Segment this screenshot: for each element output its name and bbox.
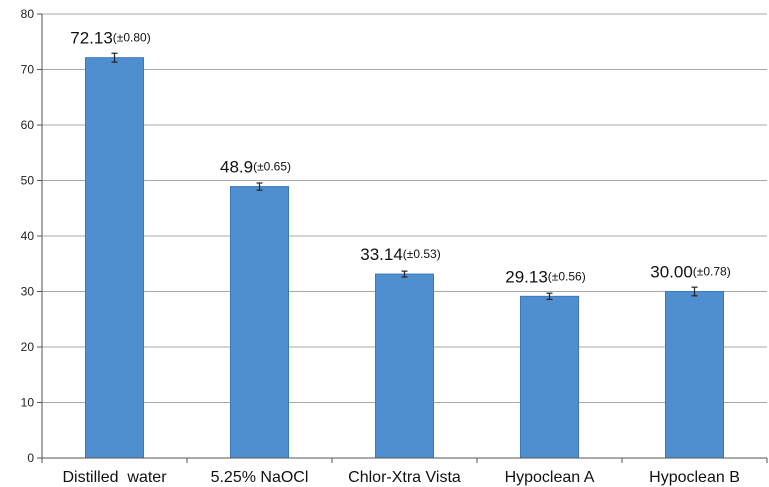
x-tick-label: Hypoclean B: [649, 469, 740, 486]
y-tick-label: 70: [21, 63, 35, 77]
data-label-value: 30.00: [650, 263, 693, 282]
bar: [85, 57, 144, 459]
y-tick-label: 0: [27, 451, 34, 465]
y-tick-label: 20: [21, 340, 35, 354]
y-tick-label: 30: [21, 285, 35, 299]
data-label-value: 72.13: [70, 29, 113, 48]
x-tick-label: 5.25% NaOCl: [211, 469, 309, 486]
data-label: 33.14(±0.53): [360, 245, 440, 264]
y-tick-label: 10: [21, 396, 35, 410]
y-tick-label: 40: [21, 229, 35, 243]
bar: [375, 273, 434, 459]
y-tick-label: 80: [21, 7, 35, 21]
data-label-value: 48.9: [220, 158, 253, 177]
x-tick-label: Hypoclean A: [505, 469, 595, 486]
labels: 72.13(±0.80) Distilled water 48.9(±0.65) 5.…: [62, 29, 739, 486]
data-label: 30.00(±0.78): [650, 263, 730, 282]
bar: [665, 291, 724, 459]
data-label-error: (±0.53): [403, 247, 441, 261]
data-label-value: 29.13: [505, 267, 548, 286]
y-tick-label: 50: [21, 174, 35, 188]
data-label-error: (±0.78): [693, 265, 731, 279]
data-label: 48.9(±0.65): [220, 158, 291, 177]
bars: [85, 52, 724, 459]
data-label-value: 33.14: [360, 245, 403, 264]
y-tick-label: 60: [21, 118, 35, 132]
data-label-error: (±0.65): [253, 160, 291, 174]
data-label-error: (±0.56): [548, 269, 586, 283]
data-label: 72.13(±0.80): [70, 29, 150, 48]
x-tick-label: Chlor-Xtra Vista: [348, 469, 461, 486]
data-label-error: (±0.80): [113, 31, 151, 45]
axes: 0 10 20 30 40 50 60 70 80: [21, 7, 768, 465]
data-label: 29.13(±0.56): [505, 267, 585, 286]
bar: [230, 186, 289, 459]
x-tick-label: Distilled water: [62, 469, 167, 486]
bar: [520, 295, 579, 459]
